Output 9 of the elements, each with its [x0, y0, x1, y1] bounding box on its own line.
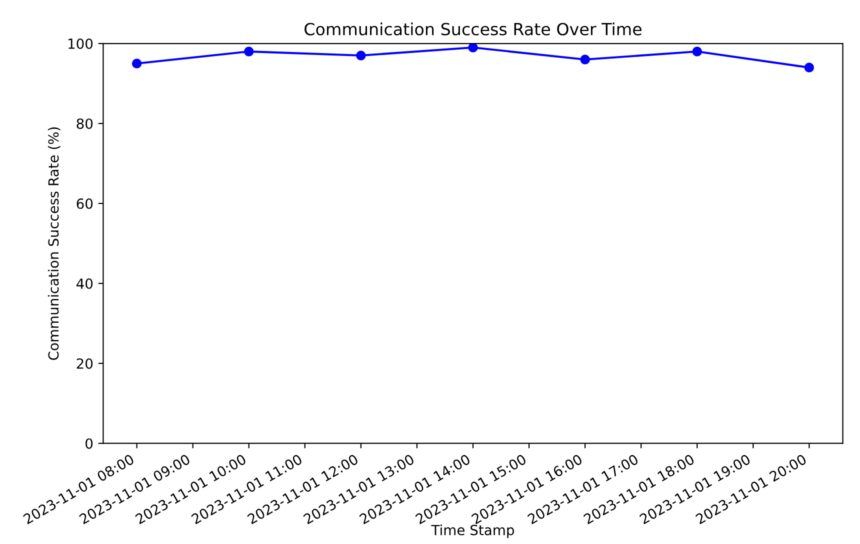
- y-tick-label: 0: [86, 438, 93, 449]
- chart-title: Communication Success Rate Over Time: [304, 22, 642, 36]
- y-tick-label: 40: [76, 278, 93, 289]
- y-axis-title: Communication Success Rate (%): [48, 127, 60, 360]
- y-tick-label: 60: [76, 198, 93, 209]
- y-tick-label: 80: [76, 118, 93, 129]
- y-tick-label: 20: [76, 358, 93, 369]
- x-axis-title: Time Stamp: [431, 524, 514, 538]
- y-tick-label: 100: [68, 38, 93, 49]
